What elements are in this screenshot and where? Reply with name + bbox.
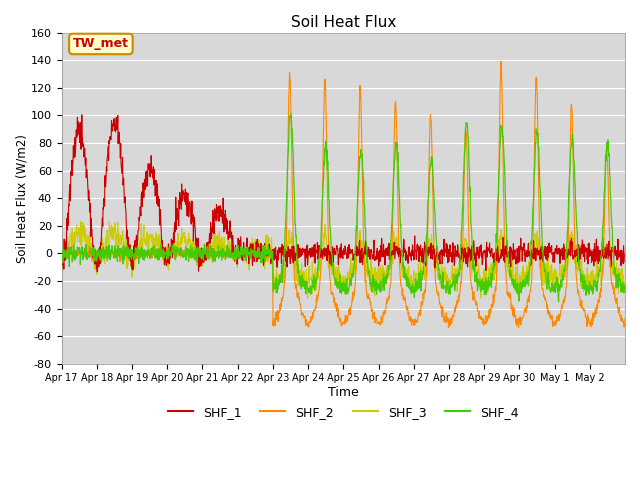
- SHF_4: [559, 277, 567, 283]
- SHF_3: [621, 279, 629, 285]
- SHF_1: [93, 269, 101, 275]
- Text: TW_met: TW_met: [73, 37, 129, 50]
- SHF_1: [58, 267, 65, 273]
- SHF_2: [146, 256, 154, 262]
- SHF_1: [559, 252, 567, 258]
- SHF_1: [477, 248, 484, 254]
- SHF_1: [147, 162, 154, 168]
- SHF_1: [319, 256, 326, 262]
- SHF_2: [445, 324, 452, 330]
- SHF_3: [319, 250, 326, 255]
- SHF_4: [318, 203, 326, 208]
- SHF_2: [58, 247, 65, 252]
- SHF_3: [614, 290, 622, 296]
- SHF_3: [146, 235, 154, 241]
- Y-axis label: Soil Heat Flux (W/m2): Soil Heat Flux (W/m2): [15, 134, 28, 263]
- SHF_2: [318, 233, 326, 239]
- SHF_4: [477, 283, 484, 289]
- SHF_2: [559, 297, 567, 302]
- SHF_1: [330, 259, 337, 265]
- SHF_1: [78, 112, 86, 118]
- SHF_3: [106, 218, 113, 224]
- SHF_4: [146, 253, 154, 259]
- Line: SHF_4: SHF_4: [61, 114, 625, 301]
- SHF_3: [330, 263, 337, 269]
- Line: SHF_2: SHF_2: [61, 61, 625, 327]
- SHF_3: [559, 271, 567, 277]
- X-axis label: Time: Time: [328, 386, 358, 399]
- SHF_4: [58, 247, 65, 252]
- Line: SHF_3: SHF_3: [61, 221, 625, 299]
- SHF_4: [555, 299, 563, 304]
- SHF_3: [58, 268, 65, 274]
- SHF_2: [621, 315, 629, 321]
- SHF_3: [304, 296, 312, 301]
- SHF_2: [497, 59, 505, 64]
- Legend: SHF_1, SHF_2, SHF_3, SHF_4: SHF_1, SHF_2, SHF_3, SHF_4: [163, 401, 524, 424]
- SHF_2: [329, 289, 337, 295]
- SHF_2: [477, 315, 484, 321]
- SHF_4: [614, 279, 622, 285]
- SHF_3: [477, 295, 484, 300]
- SHF_2: [614, 310, 622, 316]
- SHF_4: [621, 283, 629, 289]
- Title: Soil Heat Flux: Soil Heat Flux: [291, 15, 396, 30]
- Line: SHF_1: SHF_1: [61, 115, 625, 272]
- SHF_1: [614, 254, 622, 260]
- SHF_1: [621, 259, 629, 265]
- SHF_4: [329, 260, 337, 266]
- SHF_4: [287, 111, 294, 117]
